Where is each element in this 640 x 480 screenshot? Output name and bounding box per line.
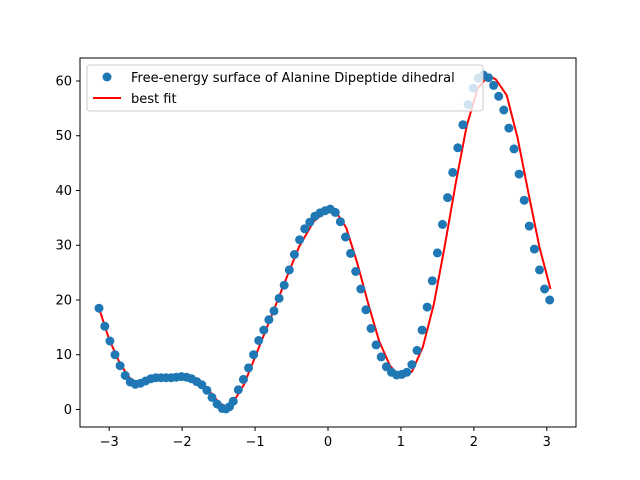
data-point (335, 217, 345, 227)
data-point (509, 144, 519, 154)
data-point (94, 303, 104, 313)
data-point (269, 306, 279, 316)
x-tick-label: 1 (397, 435, 405, 450)
data-point (371, 340, 381, 350)
data-point (524, 221, 534, 231)
data-point (519, 195, 529, 205)
data-point (207, 392, 217, 402)
y-tick-label: 0 (64, 403, 72, 418)
data-point (202, 385, 212, 395)
data-point (100, 321, 110, 331)
data-point (407, 360, 417, 370)
points-layer (94, 70, 555, 414)
data-point (432, 248, 442, 258)
data-point (438, 219, 447, 229)
data-point (264, 315, 274, 325)
data-point (284, 265, 294, 275)
x-tick-label: −1 (245, 435, 264, 450)
data-point (346, 248, 356, 258)
data-point (233, 385, 243, 395)
legend-box (86, 64, 484, 112)
data-point (259, 325, 269, 335)
data-point (443, 193, 453, 203)
legend-label-points: Free-energy surface of Alanine Dipeptide… (131, 71, 455, 86)
data-point (535, 265, 544, 275)
data-point (366, 324, 376, 333)
data-point (499, 105, 509, 115)
data-point (412, 345, 422, 355)
legend-label-fit: best fit (131, 92, 177, 107)
data-point (274, 293, 284, 303)
data-point (295, 235, 305, 245)
y-tick-label: 40 (55, 184, 72, 199)
y-tick-label: 10 (55, 348, 72, 363)
legend: Free-energy surface of Alanine Dipeptide… (86, 64, 484, 112)
data-point (376, 352, 386, 362)
data-point (489, 80, 499, 90)
data-point (105, 336, 115, 346)
data-point (249, 350, 259, 360)
data-point (351, 267, 361, 276)
data-point (514, 169, 524, 179)
data-point (115, 361, 125, 371)
data-point (448, 167, 458, 177)
data-point (453, 143, 463, 153)
data-point (254, 336, 264, 345)
data-point (484, 73, 493, 83)
data-point (228, 396, 238, 406)
x-tick-label: 3 (543, 435, 551, 450)
data-point (422, 302, 432, 312)
legend-marker-points (102, 72, 112, 82)
y-tick-label: 30 (55, 239, 72, 254)
y-tick-label: 60 (55, 74, 72, 89)
data-point (300, 224, 310, 234)
data-point (361, 305, 371, 315)
data-point (356, 284, 366, 294)
y-axis-ticks: 0 10 20 30 40 50 60 (55, 74, 80, 418)
data-point (305, 217, 315, 227)
data-point (417, 325, 427, 335)
data-point (279, 280, 289, 290)
data-point (402, 367, 412, 377)
data-point (545, 295, 555, 305)
data-point (529, 244, 539, 254)
plot-area (80, 58, 576, 427)
data-point (289, 250, 299, 259)
x-tick-label: −3 (100, 435, 119, 450)
data-point (238, 374, 248, 384)
x-tick-label: 2 (470, 435, 478, 450)
x-tick-label: 0 (324, 435, 332, 450)
data-point (110, 350, 120, 360)
data-point (504, 123, 514, 133)
data-point (341, 232, 350, 242)
x-tick-label: −2 (173, 435, 192, 450)
data-point (458, 120, 468, 130)
x-axis-ticks: −3 −2 −1 0 1 2 3 (100, 427, 551, 450)
y-tick-label: 50 (55, 129, 72, 144)
data-point (330, 207, 340, 217)
data-point (244, 363, 253, 373)
data-point (120, 371, 130, 380)
data-point (427, 276, 437, 286)
data-point (540, 284, 550, 294)
data-point (494, 91, 504, 101)
y-tick-label: 20 (55, 293, 72, 308)
